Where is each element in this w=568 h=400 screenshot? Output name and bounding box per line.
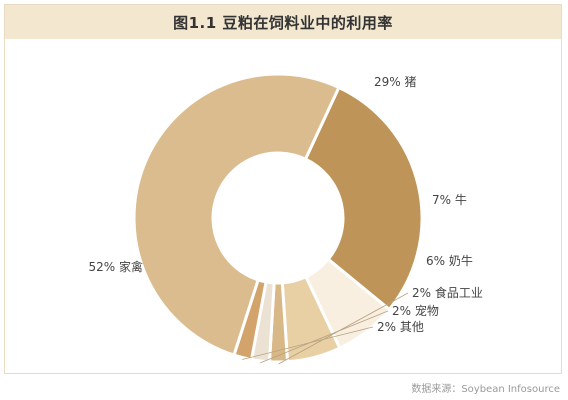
slice-label-2: 6% 奶牛 <box>426 253 473 268</box>
donut-slices <box>132 72 424 364</box>
source-note: 数据来源：Soybean Infosource <box>411 384 560 395</box>
chart-title: 图1.1 豆粕在饲料业中的利用率 <box>173 13 393 32</box>
slice-label-5: 2% 其他 <box>377 320 424 334</box>
slice-label-0: 29% 猪 <box>374 75 417 89</box>
slice-label-1: 7% 牛 <box>432 192 467 207</box>
leader-line-5 <box>242 326 374 360</box>
donut-slice-0 <box>303 85 424 312</box>
slice-label-3: 2% 食品工业 <box>412 285 483 300</box>
donut-slice-6 <box>132 72 341 357</box>
title-bar: 图1.1 豆粕在饲料业中的利用率 <box>5 5 561 39</box>
leader-line-4 <box>260 310 389 364</box>
slice-label-4: 2% 宠物 <box>392 303 439 318</box>
leader-lines <box>242 292 409 365</box>
slice-label-6: 52% 家禽 <box>89 259 144 274</box>
slice-labels: 29% 猪 7% 牛 6% 奶牛 2% 食品工业 2% 宠物 2% 其他 52% 家禽 <box>89 75 483 334</box>
leader-line-3 <box>278 292 409 365</box>
